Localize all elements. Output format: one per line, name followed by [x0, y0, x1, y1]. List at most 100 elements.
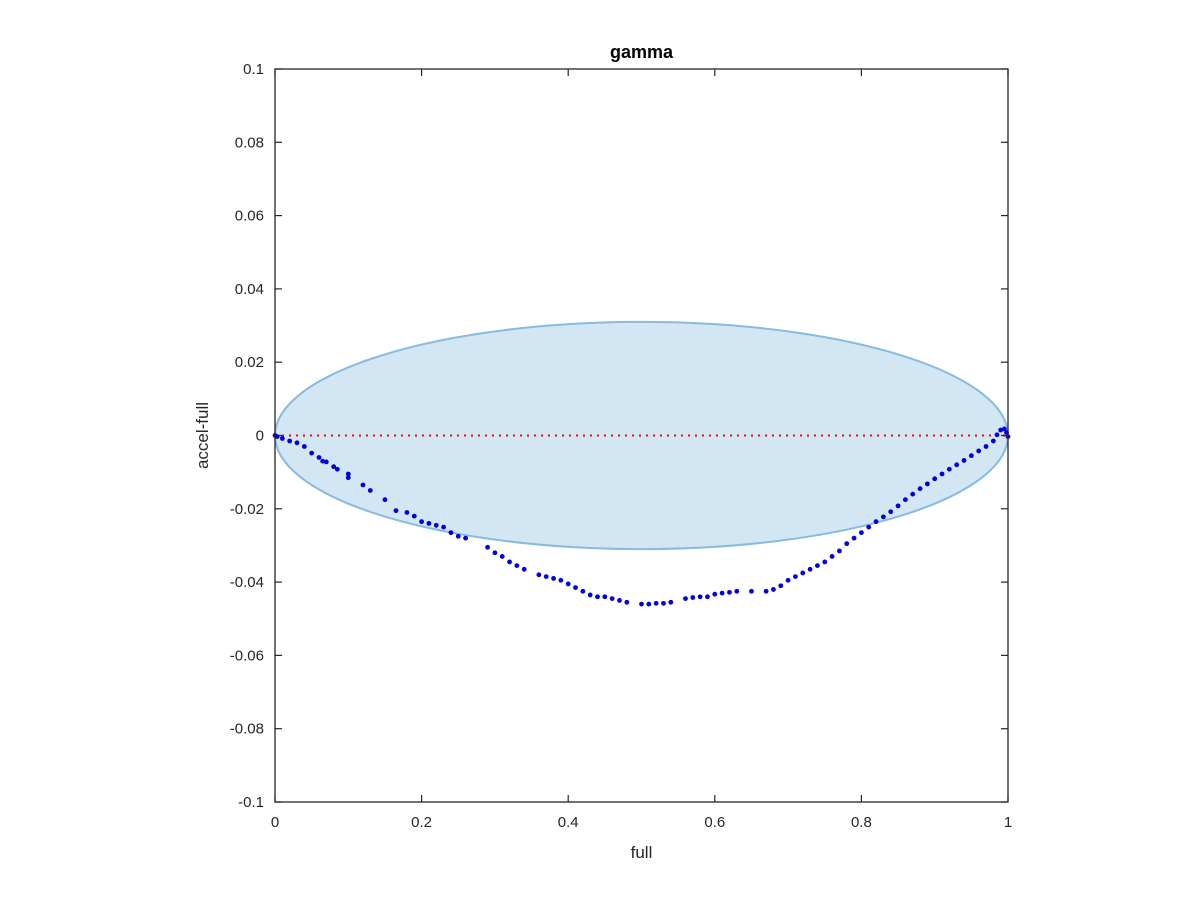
x-tick-label: 0.2	[411, 814, 432, 831]
data-point	[800, 570, 806, 576]
y-tick-label: 0.06	[235, 208, 264, 225]
y-tick-label: 0	[256, 428, 264, 445]
data-point	[983, 444, 989, 449]
y-tick-label: -0.06	[230, 647, 264, 664]
data-point	[668, 599, 674, 605]
data-point	[433, 522, 439, 528]
data-point	[961, 458, 967, 463]
data-point	[426, 521, 432, 526]
data-point	[917, 486, 923, 492]
data-point	[994, 432, 1000, 438]
data-point	[463, 535, 468, 541]
data-point	[932, 476, 938, 482]
data-point	[595, 594, 600, 600]
data-point	[287, 438, 293, 444]
x-tick-label: 0.8	[851, 814, 872, 831]
x-tick-label: 0	[271, 814, 279, 831]
data-point	[316, 455, 322, 460]
data-point	[851, 535, 857, 541]
data-point	[602, 594, 608, 600]
data-point	[727, 589, 732, 595]
data-point	[323, 459, 329, 465]
y-tick-label: -0.02	[230, 501, 264, 518]
data-point	[815, 563, 820, 569]
y-axis-label: accel-full	[193, 402, 212, 469]
y-tick-label: 0.08	[235, 134, 264, 151]
data-point	[763, 588, 769, 594]
data-point	[683, 596, 688, 601]
data-point	[565, 581, 571, 587]
data-point	[587, 592, 593, 598]
data-point	[807, 566, 813, 572]
data-point	[294, 440, 300, 446]
data-point	[455, 533, 461, 539]
data-point	[734, 588, 740, 594]
chart-title: gamma	[610, 42, 674, 62]
data-point	[573, 585, 578, 590]
data-point	[331, 464, 337, 470]
data-point	[859, 530, 864, 536]
data-point	[345, 475, 351, 481]
data-point	[888, 509, 894, 515]
y-tick-label: -0.08	[230, 721, 264, 738]
data-point	[705, 594, 710, 600]
data-point	[360, 482, 366, 488]
data-point	[910, 491, 916, 497]
data-point	[580, 588, 586, 594]
data-point	[924, 481, 930, 487]
x-axis-label: full	[631, 843, 653, 862]
data-point	[661, 600, 666, 606]
data-point	[404, 510, 410, 515]
y-tick-label: -0.04	[230, 574, 264, 591]
data-point	[507, 559, 512, 565]
data-point	[785, 577, 791, 583]
data-point	[639, 601, 644, 607]
data-point	[411, 513, 417, 519]
data-point	[393, 508, 399, 514]
data-point	[719, 590, 725, 596]
y-tick-label: 0.1	[243, 61, 264, 78]
data-point	[558, 577, 564, 583]
x-tick-label: 0.6	[704, 814, 725, 831]
data-point	[543, 574, 549, 580]
data-point	[367, 488, 373, 493]
data-point	[653, 600, 659, 606]
data-points	[272, 426, 1011, 607]
data-point	[646, 601, 652, 607]
data-point	[382, 497, 388, 503]
data-point	[939, 471, 945, 477]
data-point	[334, 466, 340, 472]
data-point	[954, 462, 960, 468]
data-point	[793, 574, 798, 580]
data-point	[712, 591, 718, 597]
plot-area	[272, 68, 1011, 803]
data-point	[514, 563, 520, 569]
data-point	[829, 554, 835, 559]
x-ticks: 0 0.2 0.4 0.6 0.8 1	[271, 69, 1012, 831]
data-point	[345, 471, 351, 477]
data-point	[880, 514, 886, 520]
data-point	[624, 599, 630, 605]
data-point	[902, 497, 908, 503]
data-point	[419, 519, 424, 525]
data-point	[778, 583, 784, 589]
y-tick-label: 0.02	[235, 354, 264, 371]
data-point	[873, 519, 879, 525]
data-point	[749, 588, 754, 594]
data-point	[946, 466, 952, 472]
data-point	[690, 595, 696, 600]
data-point	[279, 436, 285, 441]
x-tick-label: 0.4	[558, 814, 579, 831]
data-point	[1001, 426, 1007, 432]
data-point	[990, 438, 996, 444]
data-point	[617, 598, 622, 603]
data-point	[976, 448, 982, 454]
data-point	[485, 544, 490, 550]
data-point	[441, 524, 446, 530]
y-ticks: 0.1 0.08 0.06 0.04 0.02 0 -0.02 -0.04 -0.06 -0.08…	[230, 61, 1008, 811]
data-point	[822, 559, 828, 565]
data-point	[771, 587, 776, 592]
data-point	[320, 458, 326, 464]
data-point	[697, 594, 703, 600]
